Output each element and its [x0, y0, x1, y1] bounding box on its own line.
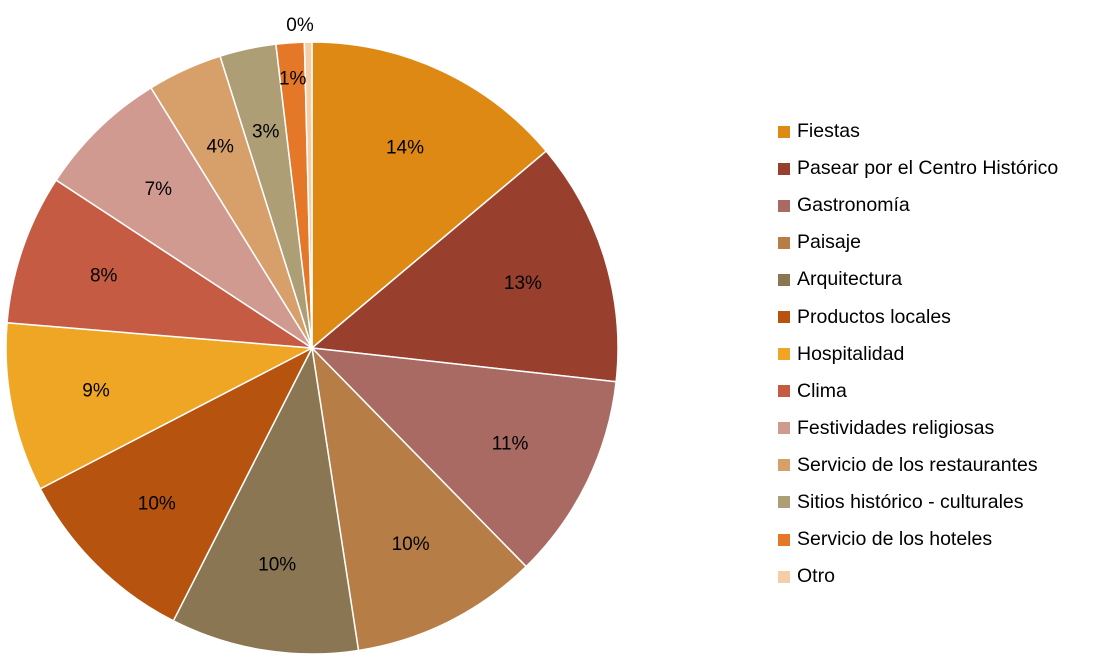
legend-label: Fiestas: [797, 120, 860, 143]
legend-label: Servicio de los restaurantes: [797, 453, 1038, 476]
legend-item-sitios-historico-culturales: Sitios histórico - culturales: [778, 484, 1098, 521]
legend-item-servicio-restaurantes: Servicio de los restaurantes: [778, 447, 1098, 484]
pie-data-labels: 14% 13% 11% 10% 10% 10% 9% 8% 7% 4% 3% 1% 0%: [82, 15, 542, 576]
pie-slice-2: [309, 347, 617, 568]
legend-swatch: [778, 236, 790, 249]
legend-swatch: [778, 125, 790, 138]
legend-swatch: [778, 348, 790, 361]
pie-slice-0: [311, 41, 548, 350]
legend-label: Festividades religiosas: [797, 416, 995, 439]
pie-slice-7: [6, 179, 313, 349]
legend-label: Hospitalidad: [797, 342, 905, 365]
legend-label: Paisaje: [797, 231, 861, 254]
legend-item-festividades-religiosas: Festividades religiosas: [778, 410, 1098, 447]
legend-swatch: [778, 459, 790, 472]
legend-swatch: [778, 273, 790, 286]
legend-swatch: [778, 199, 790, 212]
pie-slices: [5, 41, 619, 655]
legend-label: Arquitectura: [797, 268, 903, 291]
pie-slice-6: [5, 321, 315, 490]
legend-swatch: [778, 422, 790, 435]
legend-item-paisaje: Paisaje: [778, 224, 1098, 261]
legend-label: Gastronomía: [797, 194, 910, 217]
data-label-3: 10%: [392, 534, 430, 555]
pie-plot-area: 14% 13% 11% 10% 10% 10% 9% 8% 7% 4% 3% 1% 0%: [5, 15, 619, 655]
pie-slice-3: [310, 345, 528, 652]
data-label-0: 14%: [386, 137, 424, 158]
legend-label: Pasear por el Centro Histórico: [797, 157, 1059, 180]
data-label-9: 4%: [206, 137, 234, 158]
legend-label: Otro: [797, 565, 835, 588]
pie-slice-4: [172, 345, 360, 655]
legend-item-fiestas: Fiestas: [778, 113, 1098, 150]
data-label-11: 1%: [279, 68, 307, 89]
legend-swatch: [778, 385, 790, 398]
legend-swatch: [778, 533, 790, 546]
pie-slice-8: [55, 86, 313, 349]
legend-label: Servicio de los hoteles: [797, 528, 993, 551]
legend-label: Clima: [797, 379, 847, 402]
legend-item-servicio-hoteles: Servicio de los hoteles: [778, 521, 1098, 558]
legend-item-otro: Otro: [778, 558, 1098, 595]
data-label-12: 0%: [286, 15, 314, 36]
legend-label: Productos locales: [797, 305, 951, 328]
legend-item-productos-locales: Productos locales: [778, 298, 1098, 335]
legend: Fiestas Pasear por el Centro Histórico G…: [778, 113, 1098, 595]
legend-item-clima: Clima: [778, 373, 1098, 410]
data-label-1: 13%: [504, 273, 542, 294]
pie-slice-12: [303, 41, 313, 349]
data-label-2: 11%: [492, 433, 529, 454]
pie-slice-1: [310, 150, 619, 383]
legend-label: Sitios histórico - culturales: [797, 490, 1024, 513]
legend-item-arquitectura: Arquitectura: [778, 261, 1098, 298]
data-label-6: 9%: [82, 380, 110, 401]
pie-slice-5: [39, 346, 314, 622]
data-label-4: 10%: [258, 555, 296, 576]
legend-item-hospitalidad: Hospitalidad: [778, 336, 1098, 373]
legend-swatch: [778, 570, 790, 583]
data-label-7: 8%: [90, 265, 118, 286]
legend-item-pasear-centro-historico: Pasear por el Centro Histórico: [778, 150, 1098, 187]
legend-item-gastronomia: Gastronomía: [778, 187, 1098, 224]
data-label-10: 3%: [252, 122, 280, 143]
legend-swatch: [778, 311, 790, 324]
data-label-8: 7%: [145, 179, 173, 200]
data-label-5: 10%: [138, 493, 176, 514]
legend-swatch: [778, 162, 790, 175]
legend-swatch: [778, 496, 790, 509]
